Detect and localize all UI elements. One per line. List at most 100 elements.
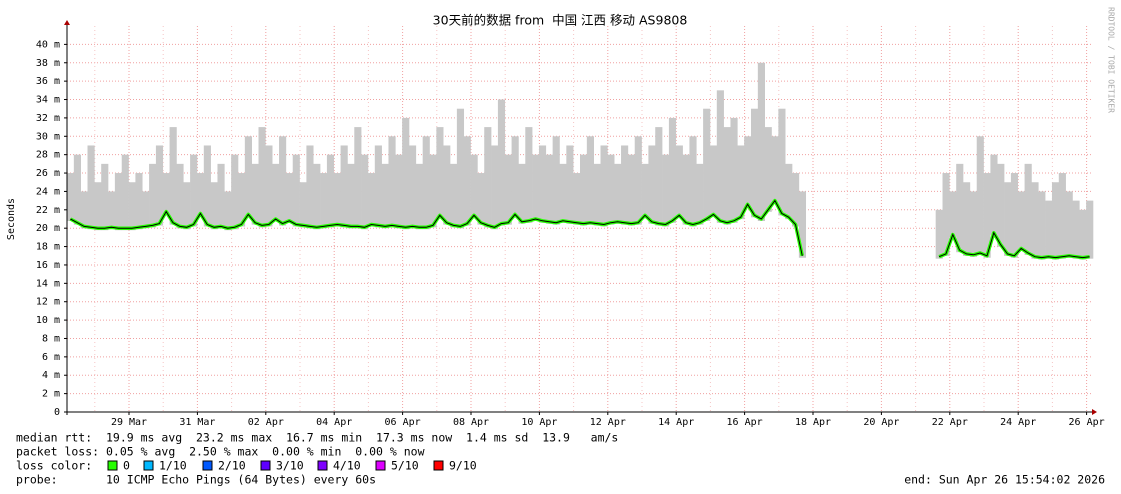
smoke-band [1004, 182, 1012, 256]
smoke-band [203, 145, 211, 227]
smoke-band [409, 145, 417, 229]
smoke-band [183, 182, 191, 230]
smoke-band [682, 154, 690, 225]
smoke-band [730, 117, 738, 223]
x-tick-label: 08 Apr [453, 417, 489, 428]
smoke-band [525, 127, 533, 223]
smoke-band [675, 145, 683, 218]
legend-swatch [143, 460, 154, 471]
legend-swatch [202, 460, 213, 471]
smoke-band [641, 163, 649, 218]
y-tick-label: 34 m [36, 95, 60, 106]
y-tick-label: 36 m [36, 76, 60, 87]
legend-label: 5/10 [391, 459, 419, 473]
smoke-band [532, 154, 540, 221]
smoke-band [388, 136, 396, 228]
x-tick-label: 02 Apr [248, 417, 284, 428]
smoke-band [169, 127, 177, 225]
y-tick-label: 10 m [36, 315, 60, 326]
smoke-band [299, 182, 307, 228]
smoke-band [94, 182, 102, 231]
smoke-band [320, 173, 328, 229]
smoke-band [942, 173, 950, 256]
smoke-band [101, 163, 109, 231]
smoke-band [580, 154, 588, 226]
smoke-band [67, 173, 75, 221]
median-line [70, 199, 1090, 259]
smoke-band [1031, 182, 1039, 259]
smoke-band [135, 173, 143, 230]
smoke-band [450, 163, 458, 228]
legend-label: 1/10 [159, 459, 187, 473]
smoke-band [538, 145, 547, 223]
smoke-band [285, 173, 294, 223]
smoke-band [1010, 173, 1019, 258]
smoke-band [778, 108, 786, 216]
legend-label: 9/10 [449, 459, 477, 473]
legend-swatch [375, 460, 386, 471]
smoke-band [395, 154, 403, 229]
y-tick-label: 6 m [42, 352, 60, 363]
smoke-band [634, 136, 642, 225]
smoke-band [751, 108, 759, 218]
smoke-band [367, 173, 376, 227]
smoke-band [114, 173, 123, 231]
smoke-band [792, 173, 800, 227]
smoke-band [593, 163, 601, 226]
smoke-band [279, 136, 287, 226]
legend-swatch [317, 460, 328, 471]
smoke-band [1038, 191, 1046, 260]
y-tick-label: 40 m [36, 39, 60, 50]
smoke-band [648, 145, 656, 224]
smoke-band [559, 163, 567, 223]
smoke-band [244, 136, 252, 217]
smoke-band [983, 173, 991, 258]
legend-label: 4/10 [333, 459, 361, 473]
smoke-band [1017, 191, 1025, 251]
smoke-band [997, 163, 1005, 247]
chart-title: 30天前的数据 from 中国 江西 移动 AS9808 [433, 13, 688, 28]
smoke-band [744, 136, 752, 207]
smoke-band [764, 127, 772, 212]
smoke-band [306, 145, 314, 229]
smoke-band [757, 62, 765, 222]
smoke-band [1086, 200, 1094, 259]
smoke-band [142, 191, 150, 229]
smoke-band [662, 154, 670, 227]
smoke-band [655, 127, 663, 226]
y-tick-label: 28 m [36, 150, 60, 161]
smoke-band [990, 154, 998, 235]
smoke-band [586, 136, 594, 225]
smoke-band [340, 145, 348, 228]
watermark: RRDTOOL / TOBI OETIKER [1107, 7, 1116, 113]
smoke-band [518, 163, 526, 224]
smoke-band [696, 163, 704, 225]
smoke-band [108, 191, 116, 230]
smoke-band [292, 154, 300, 227]
smoke-band [374, 145, 382, 228]
smoke-band [354, 127, 362, 229]
smoke-band [272, 163, 280, 221]
smoke-band [949, 191, 957, 237]
smoke-band [224, 191, 232, 231]
y-tick-label: 16 m [36, 260, 60, 271]
y-tick-label: 26 m [36, 168, 60, 179]
smoke-band [415, 163, 423, 230]
smoke-band [313, 163, 321, 230]
smoke-band [176, 163, 184, 229]
smoke-band [511, 136, 519, 217]
x-tick-label: 10 Apr [521, 417, 557, 428]
smoke-band [771, 136, 779, 203]
smoke-band [963, 182, 971, 256]
smoke-band [217, 163, 225, 229]
smoke-band [621, 145, 629, 225]
smoke-band [456, 108, 465, 229]
x-tick-label: 12 Apr [590, 417, 626, 428]
smoke-band [709, 145, 718, 217]
smoke-band [333, 173, 341, 227]
smoke-band [504, 154, 512, 225]
x-tick-label: 20 Apr [863, 417, 899, 428]
smoke-band [552, 136, 560, 225]
smoke-band [238, 173, 246, 227]
smoke-band [210, 182, 218, 230]
